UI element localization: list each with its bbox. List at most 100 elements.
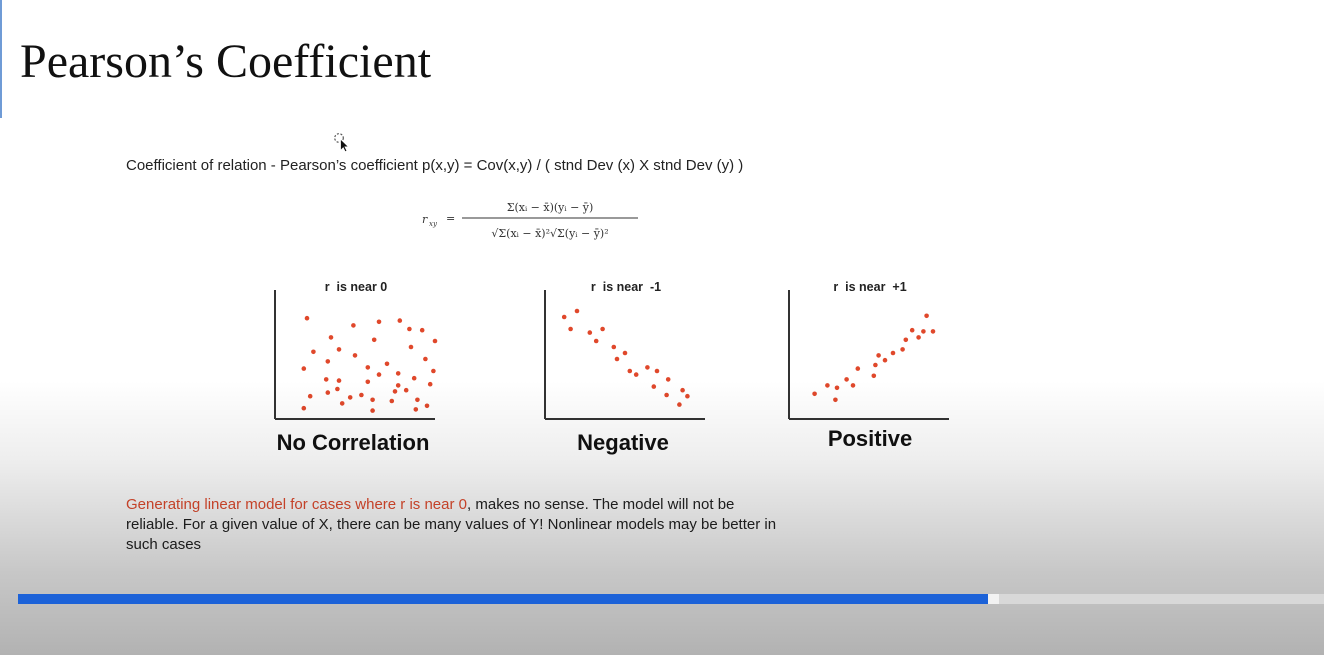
scatter-point (423, 356, 428, 362)
scatter-plot-area (788, 290, 949, 420)
scatter-point (403, 387, 409, 393)
scatter-point (677, 402, 682, 407)
scatter-point (408, 344, 414, 350)
mouse-cursor-icon (334, 133, 350, 152)
scatter-point (890, 350, 896, 356)
scatter-point (392, 389, 398, 394)
bottom-text: Generating linear model for cases where … (126, 495, 786, 555)
progress-played (18, 594, 989, 604)
scatter-point (568, 326, 573, 332)
label-no-correlation: No Correlation (276, 430, 430, 455)
scatter-point (415, 397, 420, 403)
scatter-point (365, 379, 371, 385)
scatter-point (336, 347, 342, 352)
scatter-point (871, 373, 877, 379)
intro-text: Coefficient of relation - Pearson’s coef… (126, 157, 744, 174)
scatter-point (365, 365, 371, 370)
scatter-point (339, 401, 345, 406)
scatter-point (561, 314, 567, 320)
scatter-point (844, 377, 849, 382)
scatter-point (413, 407, 419, 412)
scatter-title: r is near +1 (833, 280, 907, 294)
scatter-point (873, 362, 878, 368)
scatter-point (825, 383, 830, 388)
scatter-point (600, 326, 605, 332)
formula-denominator: √Σ(xᵢ − x̄)²√Σ(yᵢ − ȳ)² (491, 227, 608, 240)
video-progress-bar[interactable] (18, 594, 1324, 604)
formula-numerator: Σ(xᵢ − x̄)(yᵢ − ȳ) (507, 201, 594, 214)
scatter-point (427, 381, 433, 387)
scatter-point (855, 366, 861, 371)
scatter-point (389, 398, 395, 404)
scatter-point (301, 405, 307, 411)
scatter-point (370, 408, 375, 413)
scatter-point (335, 386, 340, 392)
scatter-point (664, 392, 669, 398)
scatter-point (834, 385, 840, 391)
formula-lhs: r (422, 213, 428, 226)
scatter-point (336, 378, 342, 383)
bottom-text-highlight: Generating linear model for cases where … (126, 496, 468, 513)
scatter-title: r is near 0 (324, 280, 388, 294)
scatter-point (395, 371, 401, 376)
scatter-point (876, 353, 881, 358)
scatter-point (587, 330, 593, 335)
scatter-point (307, 393, 313, 399)
formula-lhs-sub: xy (429, 220, 438, 228)
scatter-point (311, 349, 316, 355)
scatter-no-correlation: r is near 0 (266, 280, 446, 425)
scatter-point (323, 377, 329, 382)
scatter-title: r is near -1 (590, 280, 662, 294)
scatter-point (351, 323, 356, 328)
scatter-point (651, 384, 657, 389)
scatter-point (301, 366, 307, 371)
scatter-point (395, 383, 401, 388)
scatter-point (419, 327, 425, 333)
scatter-point (930, 329, 936, 334)
scatter-point (411, 375, 417, 381)
scatter-negative: r is near -1 (536, 280, 716, 425)
scatter-point (812, 391, 817, 397)
scatter-point (359, 392, 364, 398)
scatter-point (376, 372, 382, 377)
scatter-point (431, 368, 436, 374)
scatter-point (850, 383, 856, 388)
scatter-point (352, 353, 358, 358)
scatter-point (424, 403, 430, 409)
scatter-point (633, 372, 639, 377)
scatter-point (371, 337, 377, 343)
label-negative: Negative (577, 430, 669, 455)
pearson-formula: r xy = Σ(xᵢ − x̄)(yᵢ − ȳ) √Σ(xᵢ − x̄)²√Σ… (422, 201, 638, 240)
scatter-point (924, 313, 929, 319)
scatter-point (645, 365, 650, 370)
scatter-point (376, 319, 382, 325)
scatter-point (328, 335, 334, 340)
scatter-point (304, 315, 310, 321)
scatter-point (665, 377, 671, 382)
scatter-point (680, 387, 685, 393)
scatter-point (916, 335, 921, 340)
scatter-point (574, 308, 580, 314)
scatter-point (622, 350, 628, 356)
scatter-point (921, 329, 926, 334)
scatter-point (903, 337, 909, 343)
scatter-point (384, 361, 390, 367)
scatter-positive: r is near +1 (780, 280, 960, 425)
scatter-point (593, 338, 599, 344)
scatter-point (347, 395, 353, 400)
scatter-point (370, 397, 375, 403)
slide-edge (0, 0, 2, 118)
scatter-point (325, 390, 331, 395)
scatter-point (397, 318, 403, 323)
slide-title: Pearson’s Coefficient (20, 35, 432, 88)
scatter-point (611, 344, 617, 350)
scatter-point (833, 397, 838, 403)
scatter-point (882, 357, 888, 363)
label-positive: Positive (827, 426, 913, 451)
formula-equals: = (446, 212, 455, 225)
scatter-point (325, 359, 331, 364)
scatter-plot-area (544, 290, 705, 420)
progress-buffered (988, 594, 999, 604)
scatter-point (614, 356, 620, 362)
